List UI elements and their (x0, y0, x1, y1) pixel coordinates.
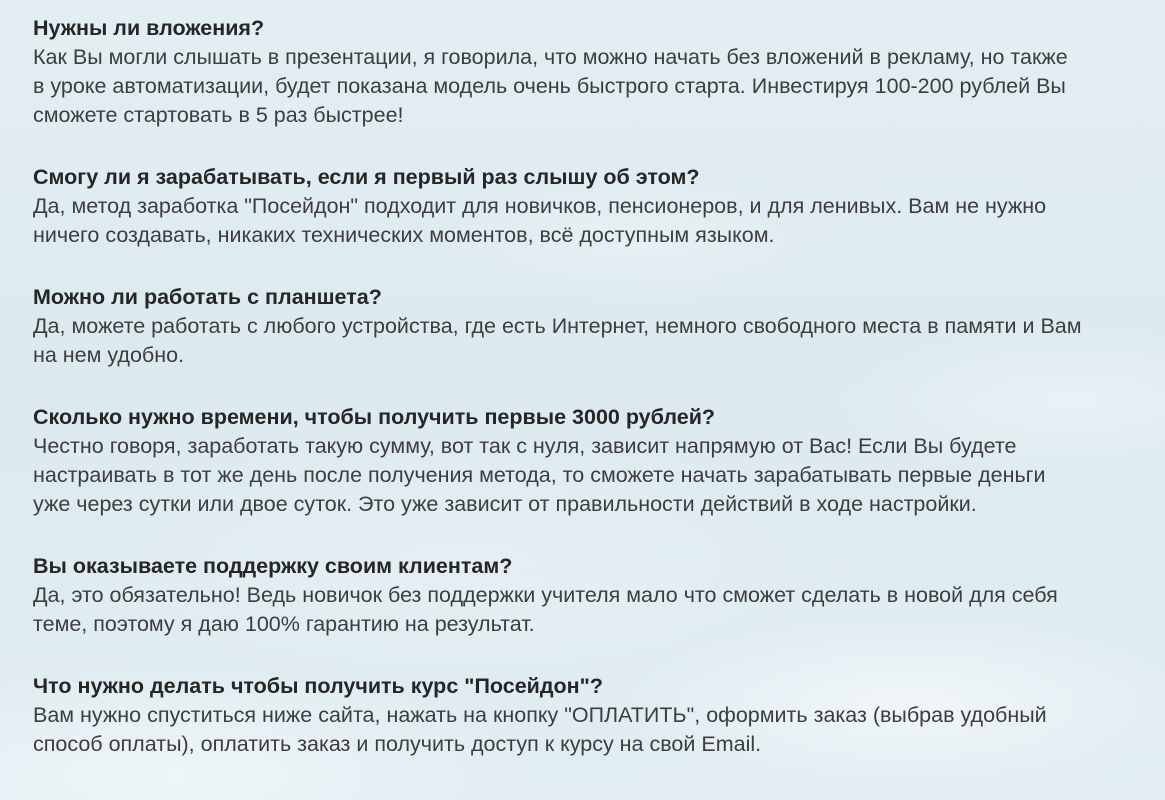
faq-section: Нужны ли вложения? Как Вы могли слышать … (33, 14, 1084, 759)
faq-item: Сколько нужно времени, чтобы получить пе… (33, 403, 1084, 519)
faq-question: Нужны ли вложения? (33, 16, 265, 40)
faq-answer: Да, метод заработка "Посейдон" подходит … (33, 194, 1047, 247)
faq-answer: Как Вы могли слышать в презентации, я го… (33, 45, 1068, 127)
faq-question: Сколько нужно времени, чтобы получить пе… (33, 405, 716, 429)
faq-question: Смогу ли я зарабатывать, если я первый р… (33, 165, 700, 189)
faq-item: Что нужно делать чтобы получить курс "По… (33, 672, 1084, 759)
faq-answer: Вам нужно спуститься ниже сайта, нажать … (33, 703, 1047, 756)
faq-question: Можно ли работать с планшета? (33, 285, 382, 309)
faq-item: Нужны ли вложения? Как Вы могли слышать … (33, 14, 1084, 130)
faq-answer: Да, это обязательно! Ведь новичок без по… (33, 583, 1058, 636)
faq-item: Можно ли работать с планшета? Да, можете… (33, 283, 1084, 370)
faq-item: Вы оказываете поддержку своим клиентам? … (33, 552, 1084, 639)
faq-question: Что нужно делать чтобы получить курс "По… (33, 674, 603, 698)
faq-answer: Да, можете работать с любого устройства,… (33, 314, 1082, 367)
faq-question: Вы оказываете поддержку своим клиентам? (33, 554, 513, 578)
faq-item: Смогу ли я зарабатывать, если я первый р… (33, 163, 1084, 250)
faq-answer: Честно говоря, заработать такую сумму, в… (33, 434, 1046, 516)
